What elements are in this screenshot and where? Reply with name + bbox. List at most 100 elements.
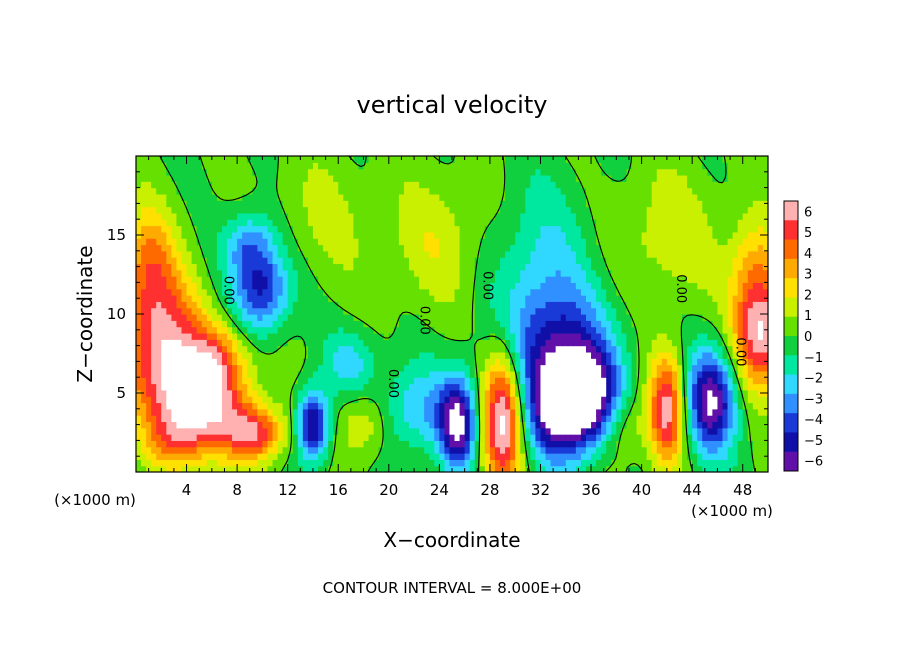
field-cell <box>510 314 516 321</box>
field-cell <box>216 326 223 334</box>
field-cell <box>323 446 329 454</box>
field-cell <box>636 320 643 328</box>
field-cell <box>318 415 324 423</box>
field-cell <box>606 370 612 378</box>
field-cell <box>479 307 486 315</box>
field-cell <box>631 383 638 391</box>
field-cell <box>383 453 390 460</box>
field-cell <box>373 257 380 265</box>
field-cell <box>560 219 567 227</box>
field-cell <box>585 389 592 397</box>
field-cell <box>206 427 213 435</box>
field-cell <box>227 200 233 208</box>
field-cell <box>171 453 178 460</box>
field-cell <box>267 282 274 290</box>
field-cell <box>631 156 638 163</box>
field-cell <box>216 162 223 170</box>
field-cell <box>403 301 410 309</box>
field-cell <box>464 181 471 189</box>
field-cell <box>621 219 628 227</box>
field-cell <box>363 389 370 397</box>
field-cell <box>403 174 410 182</box>
field-cell <box>403 314 410 321</box>
field-cell <box>272 162 279 170</box>
field-cell <box>479 181 486 189</box>
field-cell <box>353 168 360 176</box>
field-cell <box>151 389 157 397</box>
field-cell <box>257 263 263 271</box>
field-cell <box>510 396 516 404</box>
field-cell <box>601 339 607 347</box>
field-cell <box>358 276 365 283</box>
field-cell <box>550 193 557 201</box>
field-cell <box>267 440 274 448</box>
field-cell <box>206 326 213 334</box>
field-cell <box>252 332 258 340</box>
field-cell <box>439 440 446 448</box>
field-cell <box>206 174 213 182</box>
field-cell <box>494 219 501 227</box>
field-cell <box>484 345 491 353</box>
field-cell <box>414 212 420 220</box>
field-cell <box>444 370 451 378</box>
field-cell <box>469 257 476 265</box>
field-cell <box>383 370 390 378</box>
field-cell <box>388 168 395 176</box>
field-cell <box>591 206 597 214</box>
field-cell <box>424 282 430 290</box>
field-cell <box>328 301 334 309</box>
field-cell <box>312 314 319 321</box>
field-cell <box>216 187 223 195</box>
field-cell <box>393 238 400 246</box>
field-cell <box>636 383 643 391</box>
field-cell <box>257 339 263 347</box>
field-cell <box>500 231 506 239</box>
field-cell <box>242 377 248 385</box>
field-cell <box>156 231 162 239</box>
field-cell <box>312 263 319 271</box>
field-cell <box>221 320 228 328</box>
field-cell <box>312 332 319 340</box>
field-cell <box>232 263 238 271</box>
field-cell <box>368 332 375 340</box>
field-cell <box>318 181 324 189</box>
field-cell <box>403 295 410 302</box>
field-cell <box>520 408 526 416</box>
field-cell <box>540 288 547 296</box>
field-cell <box>201 250 208 258</box>
field-cell <box>505 332 511 340</box>
field-cell <box>393 345 400 353</box>
field-cell <box>277 156 284 163</box>
field-cell <box>348 421 355 429</box>
field-cell <box>216 238 223 246</box>
field-cell <box>596 364 602 372</box>
field-cell <box>540 276 547 283</box>
field-cell <box>398 453 405 460</box>
field-cell <box>575 345 582 353</box>
field-cell <box>216 377 223 385</box>
field-cell <box>186 269 193 277</box>
field-cell <box>383 465 390 472</box>
field-cell <box>302 364 309 372</box>
field-cell <box>368 276 375 283</box>
field-cell <box>409 465 415 472</box>
field-cell <box>474 370 481 378</box>
field-cell <box>626 295 633 302</box>
field-cell <box>398 421 405 429</box>
field-cell <box>419 276 425 283</box>
field-cell <box>257 181 263 189</box>
field-cell <box>449 225 456 233</box>
field-cell <box>414 187 420 195</box>
field-cell <box>333 389 339 397</box>
field-cell <box>297 238 304 246</box>
field-cell <box>227 396 233 404</box>
field-cell <box>328 408 334 416</box>
field-cell <box>161 351 167 359</box>
field-cell <box>232 295 238 302</box>
field-cell <box>403 181 410 189</box>
field-cell <box>570 244 577 252</box>
field-cell <box>146 383 152 391</box>
field-cell <box>570 465 577 472</box>
field-cell <box>489 370 496 378</box>
field-cell <box>176 314 183 321</box>
